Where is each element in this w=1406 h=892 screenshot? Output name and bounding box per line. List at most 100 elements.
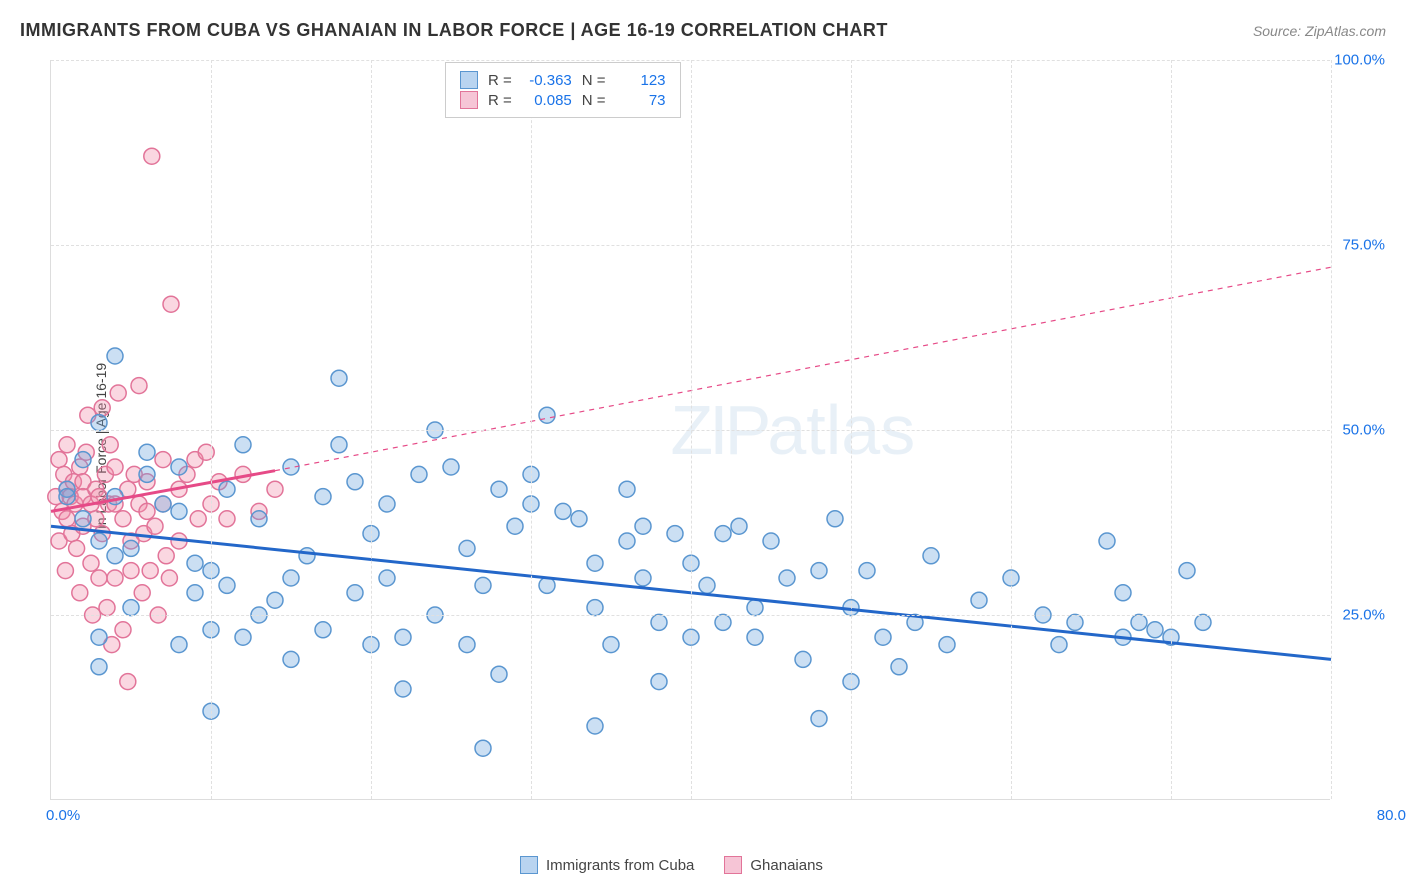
scatter-point-cuba	[123, 540, 139, 556]
scatter-point-ghana	[107, 459, 123, 475]
scatter-point-cuba	[235, 629, 251, 645]
scatter-point-cuba	[1051, 637, 1067, 653]
gridline-v	[691, 60, 692, 799]
xtick-label: 0.0%	[46, 807, 80, 824]
correlation-row-cuba: R = -0.363 N = 123	[460, 71, 666, 89]
scatter-point-cuba	[219, 577, 235, 593]
gridline-v	[1331, 60, 1332, 799]
scatter-point-cuba	[171, 637, 187, 653]
scatter-point-cuba	[811, 711, 827, 727]
scatter-point-ghana	[142, 563, 158, 579]
scatter-point-cuba	[891, 659, 907, 675]
scatter-point-ghana	[120, 674, 136, 690]
swatch-cuba-bottom	[520, 856, 538, 874]
scatter-point-cuba	[475, 577, 491, 593]
scatter-point-cuba	[715, 526, 731, 542]
ytick-label: 100.0%	[1334, 52, 1385, 69]
scatter-point-cuba	[75, 511, 91, 527]
scatter-point-cuba	[587, 600, 603, 616]
scatter-point-cuba	[75, 452, 91, 468]
legend-item-ghana: Ghanaians	[724, 856, 823, 874]
scatter-point-cuba	[139, 466, 155, 482]
scatter-point-ghana	[59, 511, 75, 527]
scatter-point-cuba	[187, 585, 203, 601]
legend-label-ghana: Ghanaians	[750, 857, 823, 874]
scatter-point-ghana	[69, 540, 85, 556]
scatter-point-cuba	[219, 481, 235, 497]
gridline-v	[371, 60, 372, 799]
scatter-point-cuba	[587, 555, 603, 571]
scatter-point-cuba	[763, 533, 779, 549]
scatter-point-ghana	[51, 452, 67, 468]
scatter-point-cuba	[283, 651, 299, 667]
scatter-point-cuba	[1179, 563, 1195, 579]
scatter-point-cuba	[475, 740, 491, 756]
scatter-point-cuba	[715, 614, 731, 630]
scatter-point-ghana	[131, 378, 147, 394]
scatter-point-ghana	[155, 452, 171, 468]
scatter-point-cuba	[187, 555, 203, 571]
scatter-point-cuba	[155, 496, 171, 512]
scatter-point-ghana	[102, 437, 118, 453]
gridline-v	[851, 60, 852, 799]
scatter-point-cuba	[315, 622, 331, 638]
scatter-point-cuba	[731, 518, 747, 534]
scatter-point-cuba	[827, 511, 843, 527]
scatter-point-cuba	[171, 459, 187, 475]
scatter-point-cuba	[459, 637, 475, 653]
scatter-point-ghana	[115, 511, 131, 527]
scatter-point-cuba	[347, 585, 363, 601]
scatter-point-cuba	[603, 637, 619, 653]
gridline-v	[531, 60, 532, 799]
scatter-point-cuba	[587, 718, 603, 734]
scatter-point-cuba	[123, 600, 139, 616]
xtick-label: 80.0%	[1377, 807, 1406, 824]
n-label: N =	[582, 92, 606, 109]
n-label: N =	[582, 72, 606, 89]
bottom-legend: Immigrants from Cuba Ghanaians	[520, 856, 823, 874]
r-value-cuba: -0.363	[522, 72, 572, 89]
scatter-point-cuba	[747, 629, 763, 645]
r-value-ghana: 0.085	[522, 92, 572, 109]
scatter-point-ghana	[110, 385, 126, 401]
r-label: R =	[488, 72, 512, 89]
scatter-point-cuba	[859, 563, 875, 579]
scatter-point-cuba	[875, 629, 891, 645]
scatter-point-ghana	[267, 481, 283, 497]
gridline-v	[211, 60, 212, 799]
scatter-point-cuba	[267, 592, 283, 608]
scatter-point-cuba	[811, 563, 827, 579]
swatch-cuba	[460, 71, 478, 89]
legend-label-cuba: Immigrants from Cuba	[546, 857, 694, 874]
gridline-v	[1011, 60, 1012, 799]
r-label: R =	[488, 92, 512, 109]
n-value-ghana: 73	[616, 92, 666, 109]
scatter-point-cuba	[539, 407, 555, 423]
scatter-point-cuba	[1147, 622, 1163, 638]
scatter-point-ghana	[57, 563, 73, 579]
scatter-point-cuba	[651, 614, 667, 630]
correlation-legend-box: R = -0.363 N = 123 R = 0.085 N = 73	[445, 62, 681, 118]
scatter-point-cuba	[331, 437, 347, 453]
chart-title: IMMIGRANTS FROM CUBA VS GHANAIAN IN LABO…	[20, 20, 888, 41]
scatter-point-cuba	[443, 459, 459, 475]
scatter-point-cuba	[747, 600, 763, 616]
scatter-point-cuba	[91, 533, 107, 549]
scatter-point-cuba	[107, 548, 123, 564]
scatter-point-cuba	[251, 511, 267, 527]
scatter-point-cuba	[91, 415, 107, 431]
legend-item-cuba: Immigrants from Cuba	[520, 856, 694, 874]
scatter-point-ghana	[99, 600, 115, 616]
scatter-point-cuba	[331, 370, 347, 386]
scatter-point-ghana	[163, 296, 179, 312]
scatter-point-cuba	[635, 518, 651, 534]
scatter-point-ghana	[72, 585, 88, 601]
scatter-point-cuba	[299, 548, 315, 564]
scatter-point-cuba	[91, 659, 107, 675]
scatter-point-cuba	[1195, 614, 1211, 630]
n-value-cuba: 123	[616, 72, 666, 89]
scatter-point-ghana	[158, 548, 174, 564]
scatter-point-cuba	[507, 518, 523, 534]
scatter-point-cuba	[971, 592, 987, 608]
swatch-ghana	[460, 91, 478, 109]
